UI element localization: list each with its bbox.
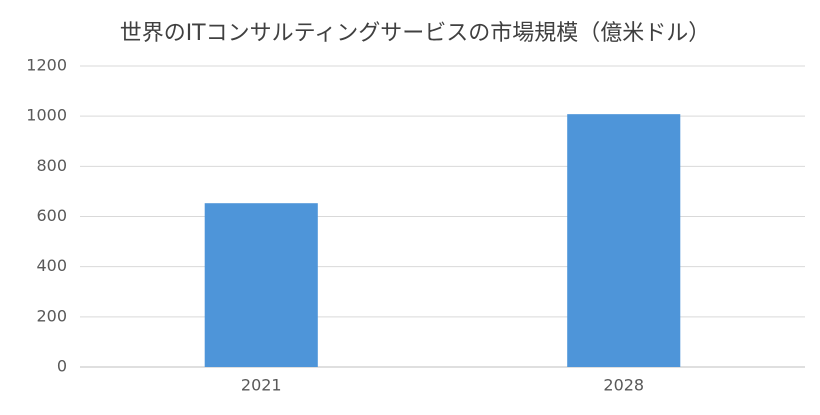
y-tick-label: 1000 — [26, 106, 67, 125]
x-tick-label: 2028 — [603, 376, 644, 395]
y-tick-label: 800 — [36, 156, 67, 175]
y-tick-label: 600 — [36, 206, 67, 225]
bar — [204, 203, 318, 367]
y-tick-label: 400 — [36, 256, 67, 275]
x-tick-label: 2021 — [241, 376, 282, 395]
chart-title: 世界のITコンサルティングサービスの市場規模（億米ドル） — [120, 21, 711, 46]
y-tick-label: 200 — [36, 306, 67, 325]
bar — [567, 114, 681, 367]
y-tick-label: 1200 — [26, 56, 67, 75]
y-tick-label: 0 — [57, 357, 67, 376]
